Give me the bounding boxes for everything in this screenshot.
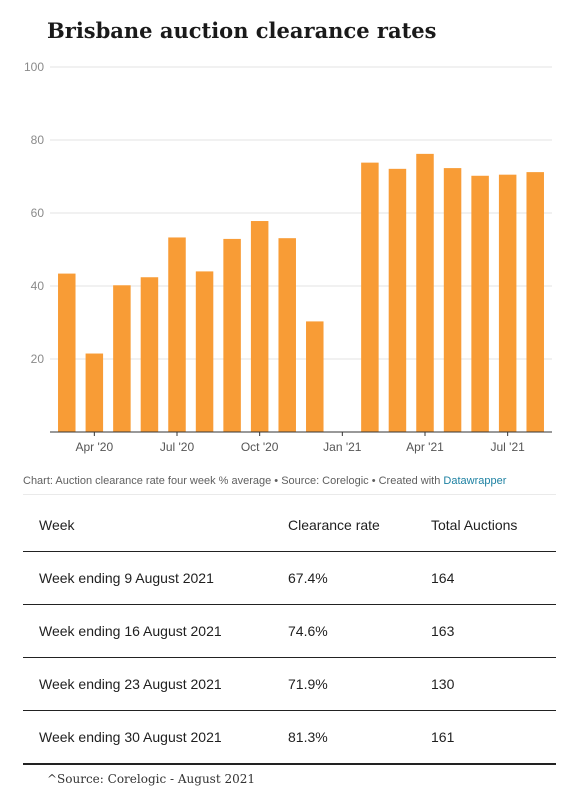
bar	[85, 353, 104, 432]
table-row: Week ending 16 August 2021 74.6% 163	[23, 604, 556, 658]
column-header-total-auctions: Total Auctions	[415, 498, 556, 552]
cell-total-auctions: 130	[415, 657, 556, 711]
y-tick-label: 80	[31, 133, 45, 147]
bar	[195, 271, 214, 432]
bar	[278, 238, 296, 432]
bar	[443, 168, 462, 432]
column-header-clearance-rate: Clearance rate	[272, 498, 415, 552]
y-tick-label: 100	[24, 60, 44, 74]
cell-week: Week ending 23 August 2021	[23, 657, 272, 711]
bar	[113, 285, 131, 432]
x-tick-label: Jul '21	[491, 440, 526, 454]
cell-week: Week ending 16 August 2021	[23, 604, 272, 658]
column-header-week: Week	[23, 498, 272, 552]
x-tick-label: Apr '20	[76, 440, 114, 454]
source-note: ^Source: Corelogic - August 2021	[47, 772, 256, 786]
table-row: Week ending 23 August 2021 71.9% 130	[23, 657, 556, 711]
bar	[306, 321, 324, 432]
bar	[388, 168, 407, 432]
datawrapper-link[interactable]: Datawrapper	[443, 475, 507, 487]
cell-clearance-rate: 67.4%	[272, 551, 415, 605]
cell-clearance-rate: 71.9%	[272, 657, 415, 711]
cell-total-auctions: 163	[415, 604, 556, 658]
bar	[471, 175, 489, 432]
bar	[526, 172, 544, 432]
page-title: Brisbane auction clearance rates	[47, 18, 437, 43]
cell-total-auctions: 164	[415, 551, 556, 605]
bar	[140, 277, 159, 432]
x-tick-label: Jan '21	[323, 440, 362, 454]
cell-week: Week ending 30 August 2021	[23, 710, 272, 765]
weekly-clearance-table: Week Clearance rate Total Auctions Week …	[23, 498, 556, 765]
x-tick-label: Apr '21	[406, 440, 444, 454]
bar	[498, 174, 517, 433]
chart-notes-text: Chart: Auction clearance rate four week …	[23, 475, 444, 487]
x-tick-label: Oct '20	[241, 440, 279, 454]
cell-clearance-rate: 81.3%	[272, 710, 415, 765]
bar	[250, 221, 269, 432]
bar	[361, 162, 379, 432]
y-tick-label: 40	[31, 279, 45, 293]
cell-total-auctions: 161	[415, 710, 556, 765]
table-header-row: Week Clearance rate Total Auctions	[23, 498, 556, 552]
divider	[23, 494, 556, 495]
table-row: Week ending 30 August 2021 81.3% 161	[23, 710, 556, 765]
y-tick-label: 60	[31, 206, 45, 220]
cell-clearance-rate: 74.6%	[272, 604, 415, 658]
cell-week: Week ending 9 August 2021	[23, 551, 272, 605]
bar	[168, 237, 186, 432]
clearance-rate-chart: 20 40 60 80 100 Apr '20 Jul '20 Oct '20 Jan '21 A…	[24, 60, 552, 454]
chart-notes: Chart: Auction clearance rate four week …	[23, 475, 506, 487]
x-tick-label: Jul '20	[160, 440, 195, 454]
bar	[58, 273, 76, 432]
bar	[223, 238, 241, 432]
table-row: Week ending 9 August 2021 67.4% 164	[23, 551, 556, 605]
y-tick-label: 20	[31, 352, 45, 366]
bar	[416, 153, 434, 432]
